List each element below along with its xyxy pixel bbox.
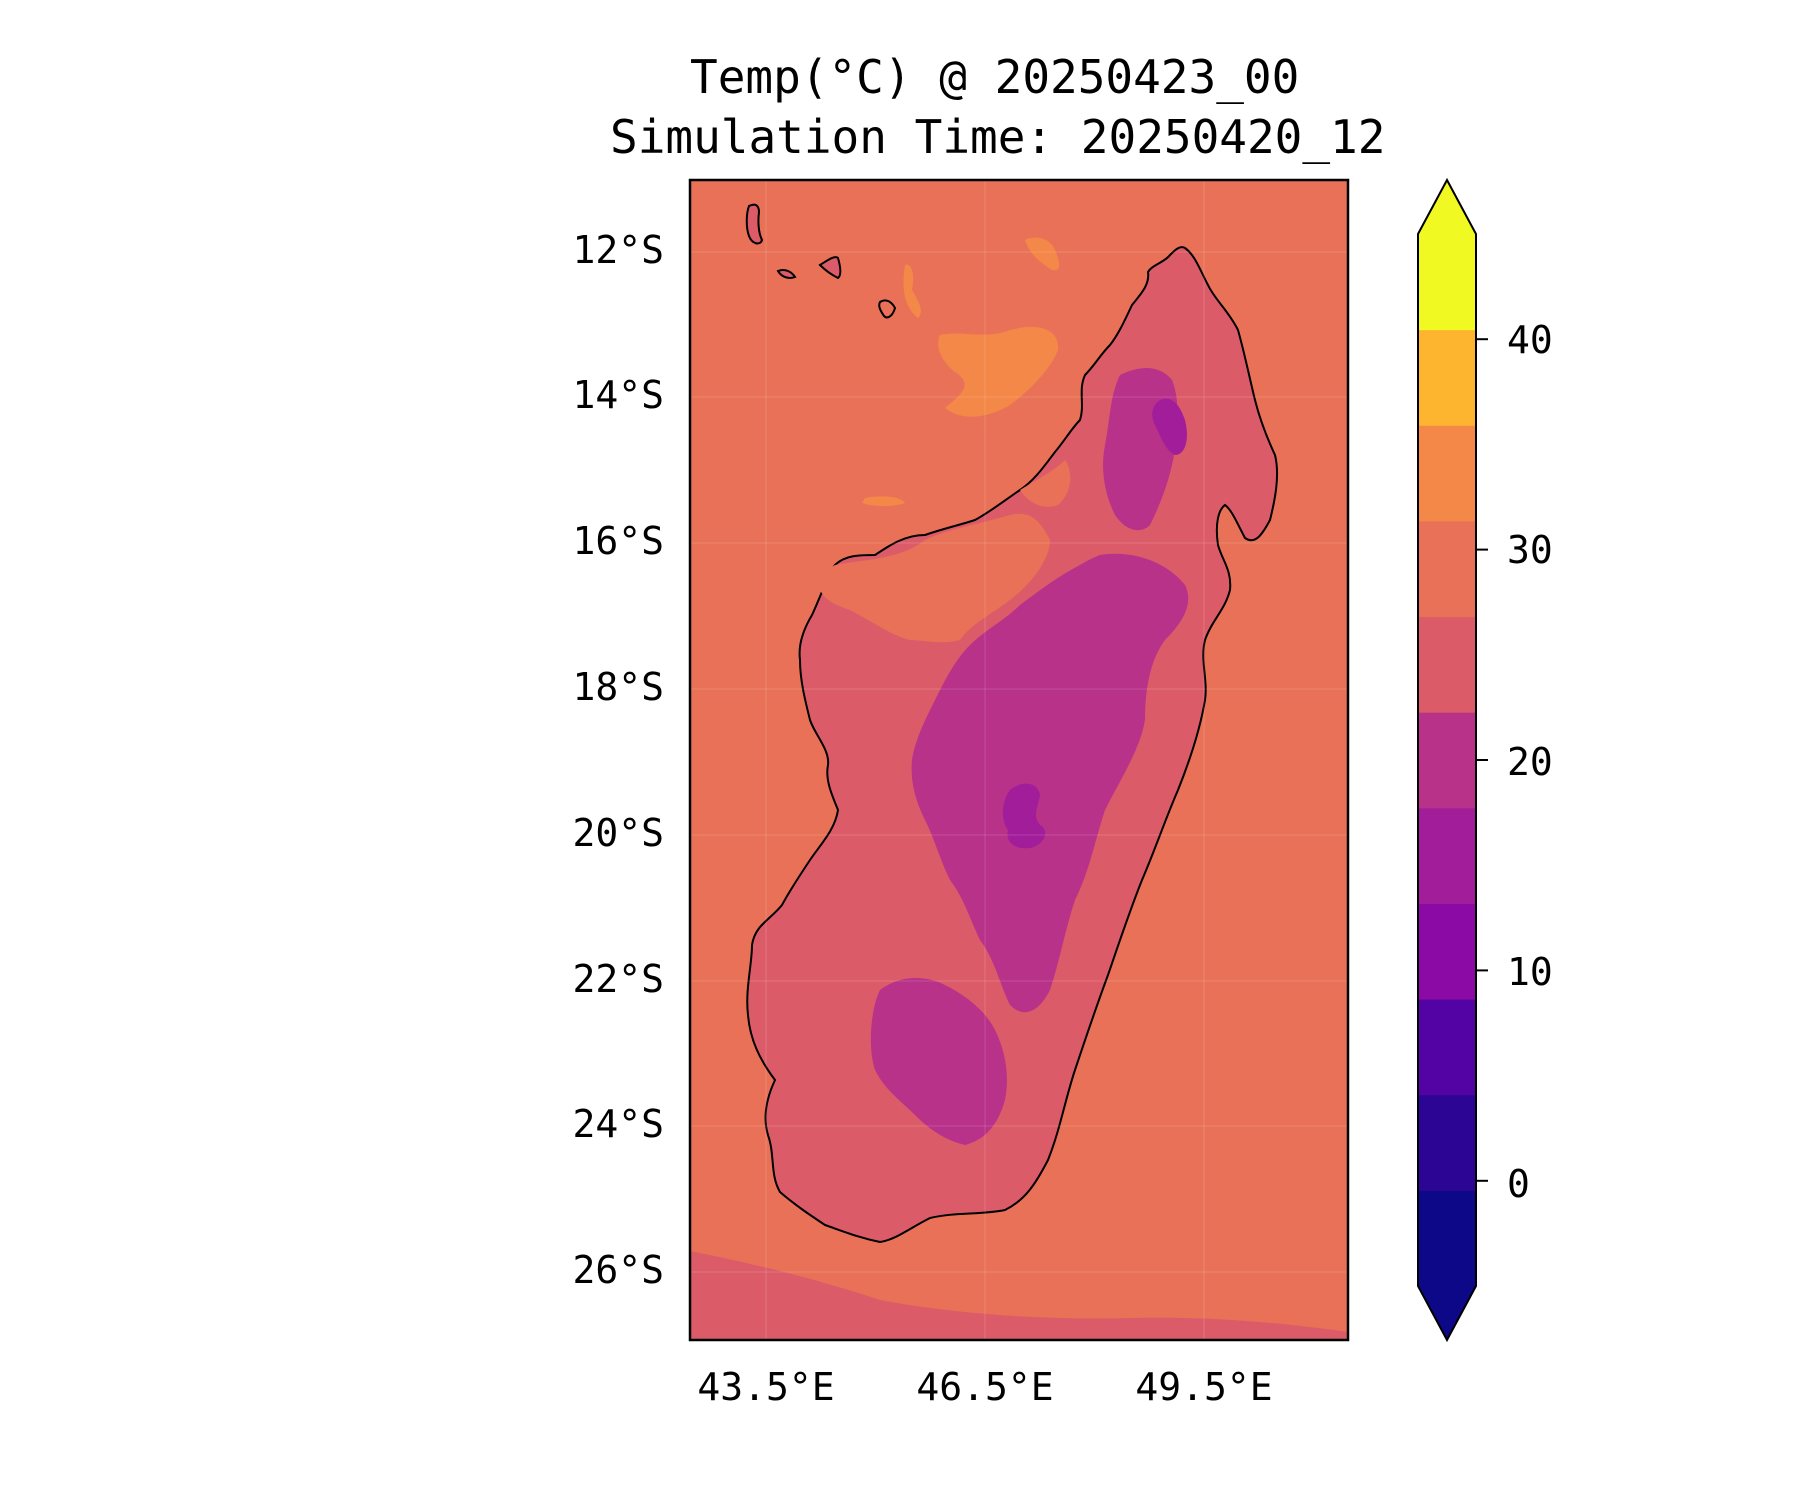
colorbar [1417, 177, 1488, 1343]
comoros-island [818, 256, 842, 280]
southern-cool-band [690, 1251, 1348, 1340]
map-gridlines [690, 180, 1348, 1340]
colorbar-segment [1418, 1190, 1476, 1287]
cold-peak [1002, 783, 1046, 849]
warm-sea-patch [903, 264, 921, 318]
lon-label-49-5e: 49.5°E [1135, 1365, 1273, 1409]
lat-label-22s: 22°S [572, 957, 664, 1001]
colorbar-segment [1418, 807, 1476, 904]
colorbar-segment [1418, 425, 1476, 522]
colorbar-segment [1418, 712, 1476, 809]
colorbar-segment [1418, 520, 1476, 618]
colorbar-outline [1417, 177, 1477, 1343]
colorbar-tick-20: 20 [1507, 740, 1553, 784]
warm-coastal-zone [820, 513, 1050, 643]
southern-highlands [870, 978, 1007, 1145]
lat-label-20s: 20°S [572, 811, 664, 855]
lat-label-14s: 14°S [572, 373, 664, 417]
colorbar-over-arrow [1418, 180, 1476, 234]
colorbar-segment [1418, 999, 1476, 1096]
lon-label-46-5e: 46.5°E [916, 1365, 1054, 1409]
comoros-island [745, 203, 764, 245]
lat-label-26s: 26°S [572, 1248, 664, 1292]
mayotte-island [878, 299, 897, 319]
lat-label-12s: 12°S [572, 228, 664, 272]
lon-label-43-5e: 43.5°E [697, 1365, 835, 1409]
lat-label-16s: 16°S [572, 519, 664, 563]
lat-label-18s: 18°S [572, 665, 664, 709]
warm-sea-patch [1025, 237, 1060, 271]
comoros-island [776, 268, 797, 279]
colorbar-segment [1418, 234, 1476, 331]
colorbar-tick-10: 10 [1507, 950, 1553, 994]
colorbar-tick-30: 30 [1507, 528, 1553, 572]
warm-sea-patch [862, 496, 905, 507]
map-frame [688, 178, 1350, 1342]
warm-coastal-zone [1020, 460, 1071, 507]
colorbar-tick-0: 0 [1507, 1162, 1530, 1206]
cold-peak [1152, 398, 1187, 455]
colorbar-segment [1418, 903, 1476, 1000]
colorbar-tick-40: 40 [1507, 318, 1553, 362]
warm-sea-patch [938, 326, 1059, 417]
central-highlands [911, 553, 1189, 1013]
lat-label-24s: 24°S [572, 1102, 664, 1146]
colorbar-segment [1418, 329, 1476, 426]
colorbar-under-arrow [1418, 1286, 1476, 1340]
colorbar-segment [1418, 616, 1476, 713]
colorbar-segment [1418, 1094, 1476, 1191]
